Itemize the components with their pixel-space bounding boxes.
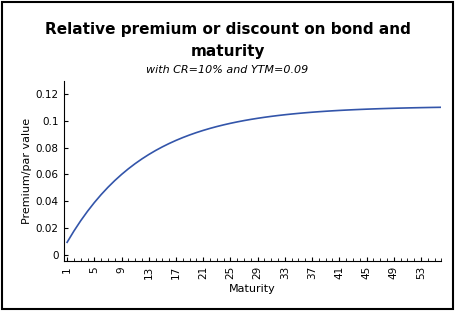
Text: maturity: maturity — [190, 44, 265, 58]
X-axis label: Maturity: Maturity — [229, 284, 276, 294]
Y-axis label: Premium/par value: Premium/par value — [21, 118, 31, 224]
Text: with CR=10% and YTM=0.09: with CR=10% and YTM=0.09 — [147, 65, 308, 75]
Text: Relative premium or discount on bond and: Relative premium or discount on bond and — [45, 22, 410, 37]
